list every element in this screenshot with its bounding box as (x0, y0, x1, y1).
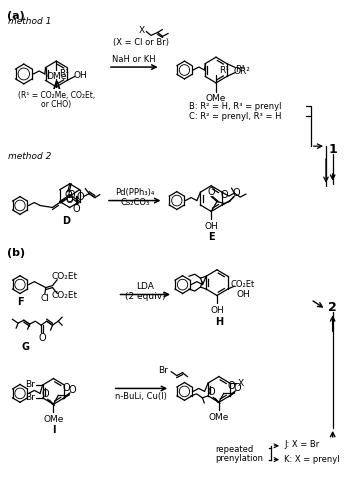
Text: or CHO): or CHO) (41, 100, 71, 109)
Text: X: X (238, 378, 244, 388)
Text: F: F (17, 298, 23, 308)
Text: O: O (68, 385, 76, 395)
Text: R¹: R¹ (219, 66, 229, 74)
Text: NaH or KH: NaH or KH (112, 54, 156, 64)
Text: B: R² = H, R³ = prenyl: B: R² = H, R³ = prenyl (189, 102, 282, 111)
Text: (R¹ = CO₂Me, CO₂Et,: (R¹ = CO₂Me, CO₂Et, (18, 91, 95, 100)
Text: OH: OH (204, 222, 218, 231)
Text: 2: 2 (328, 301, 337, 314)
Text: method 2: method 2 (7, 152, 51, 160)
Text: (X = Cl or Br): (X = Cl or Br) (113, 38, 169, 47)
Text: R³: R³ (235, 65, 245, 74)
Text: (b): (b) (7, 248, 25, 258)
Text: OMe: OMe (206, 94, 226, 103)
Text: 1: 1 (328, 142, 337, 156)
Text: Br: Br (158, 366, 168, 375)
Text: method 1: method 1 (7, 17, 51, 26)
Text: O: O (208, 388, 215, 398)
Text: C: R² = prenyl, R³ = H: C: R² = prenyl, R³ = H (189, 112, 282, 121)
Text: LDA: LDA (136, 282, 154, 291)
Text: R¹: R¹ (59, 70, 69, 78)
Text: (a): (a) (7, 10, 24, 20)
Text: E: E (208, 232, 215, 242)
Text: OMe: OMe (43, 414, 64, 424)
Text: CO₂Et: CO₂Et (52, 272, 78, 281)
Text: CO₂Et: CO₂Et (231, 280, 255, 288)
Text: O: O (233, 383, 241, 393)
Text: O: O (221, 190, 228, 200)
Text: O: O (66, 194, 73, 204)
Text: prenylation: prenylation (215, 454, 263, 463)
Text: K: X = prenyl: K: X = prenyl (284, 455, 340, 464)
Text: O: O (208, 186, 215, 196)
Text: A: A (53, 81, 60, 91)
Text: OR²: OR² (234, 67, 251, 76)
Text: Cl: Cl (40, 294, 49, 303)
Text: H: H (215, 317, 223, 327)
Text: O: O (66, 194, 73, 203)
Text: n-BuLi, Cu(I): n-BuLi, Cu(I) (115, 392, 167, 401)
Text: Pd(PPh₃)₄: Pd(PPh₃)₄ (115, 188, 154, 197)
Text: OH: OH (236, 290, 250, 298)
Text: G: G (22, 342, 30, 352)
Text: (2 equiv): (2 equiv) (125, 292, 166, 301)
Text: OMe: OMe (209, 412, 229, 422)
Text: Br: Br (25, 380, 35, 390)
Text: I: I (52, 425, 55, 435)
Text: J: X = Br: J: X = Br (284, 440, 319, 450)
Text: O: O (77, 192, 84, 202)
Text: O: O (65, 190, 72, 200)
Text: O: O (42, 390, 50, 400)
Text: Cs₂CO₃: Cs₂CO₃ (120, 198, 149, 207)
Text: OH: OH (74, 71, 87, 80)
Text: CO₂Et: CO₂Et (52, 291, 78, 300)
Text: repeated: repeated (215, 446, 253, 454)
Text: O: O (227, 382, 235, 392)
Text: Br: Br (25, 394, 35, 402)
Text: O: O (233, 188, 240, 198)
Text: OH: OH (210, 306, 224, 315)
Text: O: O (38, 333, 46, 343)
Text: O: O (62, 384, 70, 394)
Text: OMe: OMe (46, 72, 66, 82)
Text: O: O (67, 190, 75, 200)
Text: O: O (73, 204, 80, 214)
Text: D: D (62, 216, 70, 226)
Text: X: X (138, 26, 144, 35)
